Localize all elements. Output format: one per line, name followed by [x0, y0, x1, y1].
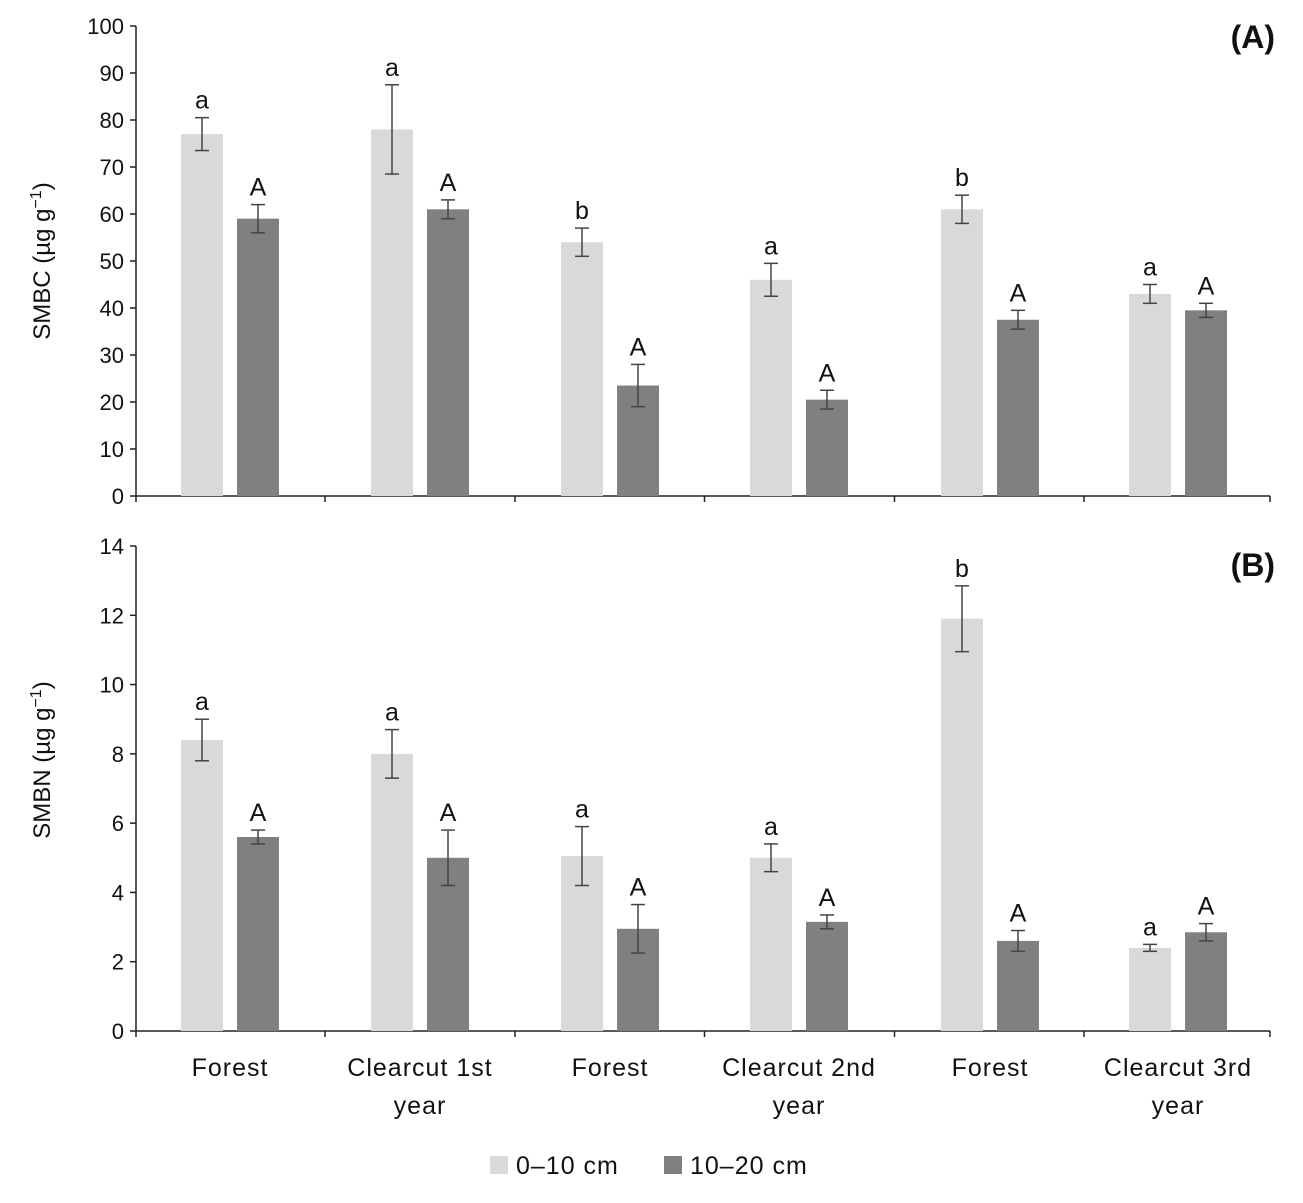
bar: [371, 753, 413, 1031]
x-category-label: Clearcut 2nd: [722, 1054, 876, 1082]
x-category-labels: Forest Clearcut 1st year Forest Clearcut 2nd…: [192, 1054, 1252, 1120]
bar: [750, 279, 792, 496]
x-category-label: Clearcut 3rd: [1104, 1054, 1252, 1082]
significance-letter: A: [1010, 279, 1027, 307]
significance-letter: b: [575, 197, 589, 225]
x-category-label: Forest: [192, 1054, 269, 1082]
bar: [750, 857, 792, 1031]
y-tick-label: 100: [87, 14, 124, 39]
y-tick-label: 6: [112, 811, 124, 836]
panel-b: 0 2 4 6 8 10 12 14 SMBN (µg g−1) (B) a a a a b a A A A A A A: [28, 534, 1275, 1044]
y-tick-label: 12: [100, 603, 124, 628]
y-tick-label: 90: [100, 61, 124, 86]
significance-letter: A: [819, 884, 836, 912]
bar: [237, 837, 279, 1031]
panel-a: 0 10 20 30 40 50 60 70 80 90 100 SMBC (µg g−1) (A) a a…: [28, 14, 1275, 509]
bar: [1185, 932, 1227, 1031]
y-tick-label: 20: [100, 390, 124, 415]
y-tick-label: 0: [112, 1019, 124, 1044]
y-tick-label: 40: [100, 296, 124, 321]
y-tick-label: 4: [112, 880, 124, 905]
legend-swatch: [664, 1156, 682, 1174]
bar: [181, 134, 223, 496]
significance-letter: a: [195, 87, 209, 115]
significance-letter: a: [385, 699, 399, 727]
bar: [561, 242, 603, 496]
panel-label: (B): [1231, 547, 1275, 583]
significance-letter: A: [440, 799, 457, 827]
bar: [806, 921, 848, 1031]
significance-letter: A: [440, 169, 457, 197]
bar: [1129, 293, 1171, 496]
y-tick-label: 70: [100, 155, 124, 180]
significance-letter: a: [1143, 254, 1157, 282]
y-tick-label: 30: [100, 343, 124, 368]
significance-letter: A: [630, 333, 647, 361]
y-tick-label: 8: [112, 742, 124, 767]
bar: [237, 218, 279, 496]
legend-swatch: [490, 1156, 508, 1174]
significance-letter: a: [764, 813, 778, 841]
bar: [997, 319, 1039, 496]
significance-letter: A: [1198, 893, 1215, 921]
y-axis-title: SMBN (µg g−1): [28, 681, 56, 838]
y-tick-label: 14: [100, 534, 124, 559]
y-tick-label: 60: [100, 202, 124, 227]
bar: [997, 940, 1039, 1031]
bar: [181, 740, 223, 1031]
bar: [1185, 310, 1227, 496]
x-category-label: Forest: [572, 1054, 649, 1082]
significance-letter: A: [250, 799, 267, 827]
y-tick-label: 10: [100, 673, 124, 698]
legend-label: 0–10 cm: [516, 1152, 619, 1180]
y-tick-label: 80: [100, 108, 124, 133]
significance-letter: a: [195, 688, 209, 716]
significance-letter: b: [955, 164, 969, 192]
legend-label: 10–20 cm: [690, 1152, 808, 1180]
bar: [371, 129, 413, 496]
significance-letter: A: [1198, 272, 1215, 300]
bar: [941, 618, 983, 1031]
significance-letter: a: [764, 232, 778, 260]
x-category-label: year: [394, 1092, 447, 1120]
bar: [427, 857, 469, 1031]
bar: [1129, 947, 1171, 1031]
significance-letter: a: [385, 54, 399, 82]
significance-letter: A: [630, 874, 647, 902]
panel-label: (A): [1231, 19, 1275, 55]
legend: 0–10 cm 10–20 cm: [490, 1152, 808, 1180]
x-category-label: Forest: [952, 1054, 1029, 1082]
y-tick-label: 0: [112, 484, 124, 509]
significance-letter: A: [819, 359, 836, 387]
x-category-label: year: [1152, 1092, 1205, 1120]
significance-letter: A: [1010, 900, 1027, 928]
y-axis-title: SMBC (µg g−1): [28, 182, 56, 339]
y-tick-label: 2: [112, 950, 124, 975]
bar: [806, 399, 848, 496]
y-tick-label: 50: [100, 249, 124, 274]
x-category-label: Clearcut 1st: [347, 1054, 492, 1082]
bar: [427, 209, 469, 497]
significance-letter: A: [250, 174, 267, 202]
y-tick-label: 10: [100, 437, 124, 462]
significance-letter: b: [955, 555, 969, 583]
significance-letter: a: [1143, 913, 1157, 941]
bar: [941, 209, 983, 497]
x-category-label: year: [773, 1092, 826, 1120]
significance-letter: a: [575, 796, 589, 824]
